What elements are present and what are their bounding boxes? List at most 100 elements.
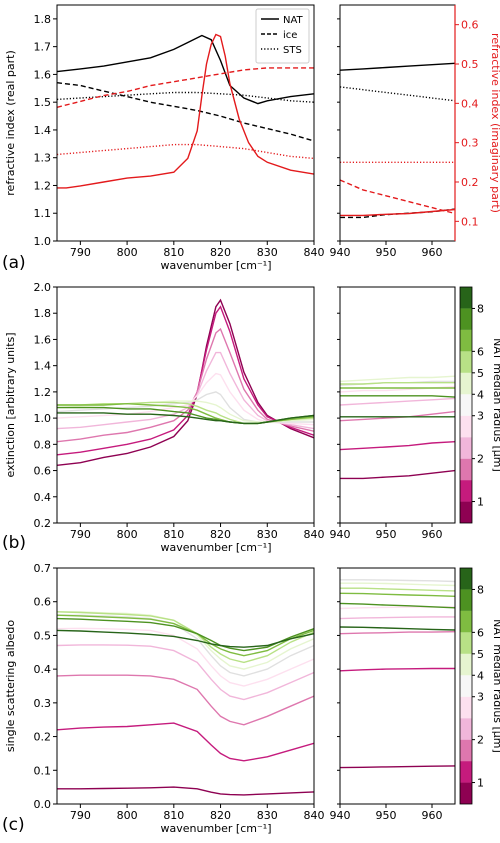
- colorbar-segment: [460, 351, 472, 373]
- x-tick-label: 950: [376, 809, 397, 822]
- plot-frame-left: [56, 4, 315, 242]
- series-line-radius-2-right: [340, 631, 455, 635]
- series-line-radius-2-left: [57, 327, 314, 443]
- x-tick-label: 820: [210, 809, 231, 822]
- colorbar-segment: [460, 329, 472, 352]
- y-axis-label: single scattering albedo: [4, 620, 17, 753]
- x-tick-label: 820: [210, 528, 231, 541]
- y-axis-label: refractive index (real part): [4, 50, 17, 195]
- colorbar-tick-label: 3: [477, 410, 484, 423]
- colorbar-segment: [460, 458, 472, 481]
- colorbar-tick-label: 4: [477, 669, 484, 682]
- x-tick-label: 830: [257, 809, 278, 822]
- series-line-radius-5-right: [340, 579, 455, 583]
- y-tick-label: 0.2: [34, 517, 52, 530]
- y-tick-label: 1.7: [34, 41, 52, 54]
- y-tick-label: 1.2: [34, 386, 52, 399]
- y-tick-label: 1.3: [34, 152, 52, 165]
- x-tick-label: 800: [117, 246, 138, 259]
- colorbar-tick-label: 5: [477, 367, 484, 380]
- series-line-radius-8-right: [340, 592, 455, 597]
- colorbar-tick-label: 1: [477, 496, 484, 509]
- y-tick-label: 1.0: [34, 235, 52, 248]
- y-tick-label: 2.0: [34, 281, 52, 294]
- colorbar-label: NAT median radius [µm]: [491, 338, 500, 472]
- x-tick-label: 790: [70, 246, 91, 259]
- y-tick-label: 0.6: [34, 465, 52, 478]
- colorbar-tick-label: 5: [477, 648, 484, 661]
- y-tick-label: 1.8: [34, 13, 52, 26]
- legend-box: [255, 8, 310, 64]
- y-tick-label: 0.0: [34, 798, 52, 811]
- x-tick-label: 950: [376, 246, 397, 259]
- series-line-radius-4-left: [57, 627, 314, 687]
- series-line-radius-8-left: [57, 614, 314, 657]
- y-tick-label: 1.2: [34, 179, 52, 192]
- colorbar-tick-label: 8: [477, 302, 484, 315]
- y2-tick-label: 0.4: [461, 97, 479, 110]
- series-line-radius-5-left: [57, 614, 314, 677]
- y-tick-label: 0.7: [34, 562, 52, 575]
- series-line-radius-1-left: [57, 722, 314, 762]
- colorbar-segment: [460, 308, 472, 330]
- series-line-nat-right: [340, 208, 455, 217]
- colorbar-segment: [460, 568, 472, 590]
- series-line-radius-7-right: [340, 587, 455, 592]
- x-tick-label: 950: [376, 528, 397, 541]
- series-line-radius-10-right: [340, 626, 455, 631]
- legend-label-nat: NAT: [283, 15, 304, 26]
- y-tick-label: 0.5: [34, 629, 52, 642]
- series-line-ice-left: [57, 67, 314, 108]
- x-axis-label: wavenumber [cm⁻¹]: [160, 541, 271, 554]
- colorbar-segment: [460, 589, 472, 611]
- series-line-nat-left: [57, 33, 314, 189]
- colorbar-segment: [460, 675, 472, 697]
- panel-label: (b): [2, 533, 26, 553]
- colorbar-segment: [460, 480, 472, 502]
- series-line-radius-2-left: [57, 674, 314, 726]
- x-tick-label: 840: [304, 246, 325, 259]
- y2-tick-label: 0.6: [461, 19, 479, 32]
- colorbar-tick-label: 6: [477, 626, 484, 639]
- series-line-radius-1-right: [340, 441, 455, 451]
- series-line-radius-6-right: [340, 582, 455, 587]
- y2-axis-label: refractive index (imaginary part): [489, 33, 500, 213]
- x-tick-label: 940: [330, 809, 351, 822]
- plot-frame-left: [56, 567, 315, 805]
- series-line-radius-3-right: [340, 616, 455, 620]
- y-axis-label: extinction [arbitrary units]: [4, 332, 17, 477]
- y-tick-label: 0.4: [34, 491, 52, 504]
- x-tick-label: 810: [163, 246, 184, 259]
- series-line-ice-left: [57, 82, 314, 142]
- y-tick-label: 1.0: [34, 412, 52, 425]
- series-line-radius-1-left: [57, 305, 314, 456]
- y-tick-label: 0.1: [34, 764, 52, 777]
- series-line-radius-0-right: [340, 469, 455, 480]
- colorbar-segment: [460, 394, 472, 416]
- y2-tick-label: 0.2: [461, 176, 479, 189]
- colorbar-label: NAT median radius [µm]: [491, 619, 500, 753]
- x-tick-label: 830: [257, 246, 278, 259]
- x-tick-label: 830: [257, 528, 278, 541]
- y-tick-label: 0.8: [34, 438, 52, 451]
- y-tick-label: 1.6: [34, 68, 52, 81]
- series-line-radius-1-right: [340, 667, 455, 672]
- y2-tick-label: 0.5: [461, 58, 479, 71]
- x-tick-label: 840: [304, 809, 325, 822]
- y-tick-label: 0.4: [34, 663, 52, 676]
- y-tick-label: 0.3: [34, 697, 52, 710]
- colorbar-segment: [460, 415, 472, 438]
- colorbar-segment: [460, 372, 472, 395]
- x-tick-label: 820: [210, 246, 231, 259]
- series-line-radius-9-right: [340, 602, 455, 609]
- x-tick-label: 960: [422, 246, 443, 259]
- series-line-ice-right: [340, 179, 455, 215]
- plot-frame-right: [339, 4, 456, 242]
- series-line-radius-10-left: [57, 412, 314, 425]
- colorbar-frame: [459, 567, 473, 805]
- series-line-radius-9-right: [340, 395, 455, 398]
- series-line-sts-left: [57, 91, 314, 103]
- colorbar-tick-label: 1: [477, 777, 484, 790]
- panel-label: (c): [2, 815, 25, 835]
